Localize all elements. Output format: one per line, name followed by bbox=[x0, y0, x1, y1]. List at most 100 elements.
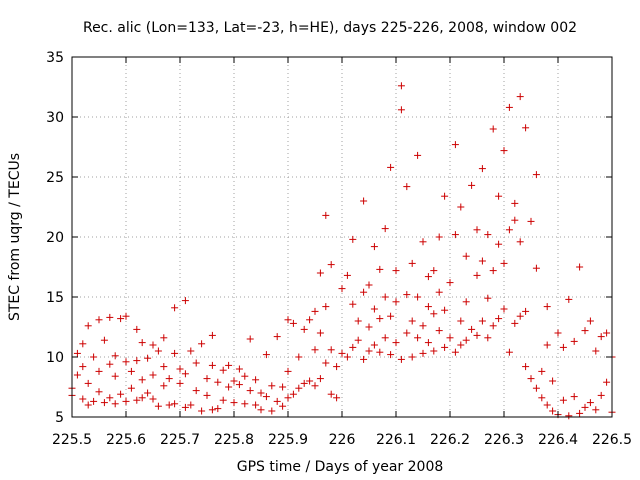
data-point bbox=[570, 337, 578, 345]
data-point bbox=[527, 217, 535, 225]
data-point bbox=[500, 305, 508, 313]
data-point bbox=[484, 334, 492, 342]
data-point bbox=[208, 406, 216, 414]
data-point bbox=[505, 348, 513, 356]
data-point bbox=[511, 216, 519, 224]
data-point bbox=[322, 211, 330, 219]
data-point bbox=[581, 403, 589, 411]
data-point bbox=[376, 315, 384, 323]
data-point bbox=[95, 388, 103, 396]
data-point bbox=[489, 322, 497, 330]
data-point bbox=[279, 402, 287, 410]
data-point bbox=[387, 312, 395, 320]
data-point bbox=[408, 259, 416, 267]
data-point bbox=[111, 372, 119, 380]
data-point bbox=[414, 151, 422, 159]
data-point bbox=[522, 124, 530, 132]
data-point bbox=[90, 397, 98, 405]
y-tick-label: 5 bbox=[55, 410, 64, 426]
data-point bbox=[381, 334, 389, 342]
data-point bbox=[484, 294, 492, 302]
data-point bbox=[576, 409, 584, 417]
data-point bbox=[230, 399, 238, 407]
data-point bbox=[160, 334, 168, 342]
data-point bbox=[306, 377, 314, 385]
data-point bbox=[149, 341, 157, 349]
data-point bbox=[392, 267, 400, 275]
x-tick-label: 225.8 bbox=[214, 432, 254, 448]
data-point bbox=[289, 390, 297, 398]
data-point bbox=[154, 347, 162, 355]
data-point bbox=[403, 183, 411, 191]
y-axis-label: STEC from uqrg / TECUs bbox=[7, 153, 23, 321]
data-point bbox=[473, 271, 481, 279]
data-point bbox=[419, 322, 427, 330]
data-point bbox=[306, 316, 314, 324]
data-point bbox=[187, 401, 195, 409]
data-point bbox=[365, 323, 373, 331]
data-point bbox=[430, 347, 438, 355]
data-point bbox=[230, 377, 238, 385]
y-tick-label: 10 bbox=[46, 350, 64, 366]
y-tick-label: 15 bbox=[46, 290, 64, 306]
data-point bbox=[354, 336, 362, 344]
data-point bbox=[311, 382, 319, 390]
data-point bbox=[495, 315, 503, 323]
data-point bbox=[430, 310, 438, 318]
data-point bbox=[138, 394, 146, 402]
data-point bbox=[516, 93, 524, 101]
data-point bbox=[424, 273, 432, 281]
data-point bbox=[144, 354, 152, 362]
data-point bbox=[181, 297, 189, 305]
data-point bbox=[370, 243, 378, 251]
x-tick-label: 225.7 bbox=[160, 432, 200, 448]
data-point bbox=[176, 365, 184, 373]
y-tick-label: 25 bbox=[46, 170, 64, 186]
data-point bbox=[365, 281, 373, 289]
data-point bbox=[84, 401, 92, 409]
data-point bbox=[241, 400, 249, 408]
x-axis-label: GPS time / Days of year 2008 bbox=[237, 459, 444, 475]
chart-title: Rec. alic (Lon=133, Lat=-23, h=HE), days… bbox=[83, 20, 577, 36]
data-point bbox=[527, 375, 535, 383]
data-point bbox=[149, 371, 157, 379]
data-point bbox=[154, 402, 162, 410]
data-point bbox=[424, 339, 432, 347]
data-point bbox=[597, 333, 605, 341]
data-point bbox=[549, 377, 557, 385]
data-point bbox=[79, 363, 87, 371]
data-point bbox=[365, 347, 373, 355]
data-point bbox=[522, 307, 530, 315]
data-point bbox=[160, 363, 168, 371]
data-point bbox=[349, 343, 357, 351]
data-point bbox=[333, 363, 341, 371]
data-point bbox=[111, 400, 119, 408]
data-point bbox=[559, 343, 567, 351]
data-point bbox=[138, 376, 146, 384]
data-point bbox=[279, 383, 287, 391]
data-point bbox=[117, 315, 125, 323]
data-point bbox=[149, 395, 157, 403]
data-point bbox=[586, 317, 594, 325]
grid-lines bbox=[72, 57, 612, 417]
data-point bbox=[127, 384, 135, 392]
x-axis-ticks: 225.5 225.6 225.7 225.8 225.9 226 226.1 226.2 22… bbox=[52, 57, 632, 448]
data-point bbox=[257, 406, 265, 414]
data-point bbox=[462, 336, 470, 344]
data-point bbox=[360, 355, 368, 363]
data-point bbox=[117, 390, 125, 398]
data-point bbox=[478, 165, 486, 173]
data-point bbox=[511, 199, 519, 207]
data-point bbox=[473, 226, 481, 234]
data-point bbox=[370, 305, 378, 313]
data-point bbox=[543, 303, 551, 311]
data-point bbox=[138, 339, 146, 347]
data-point bbox=[446, 279, 454, 287]
data-point bbox=[171, 349, 179, 357]
data-point bbox=[343, 271, 351, 279]
data-point bbox=[451, 141, 459, 149]
data-point bbox=[430, 267, 438, 275]
x-tick-label: 226.4 bbox=[538, 432, 578, 448]
data-point bbox=[192, 359, 200, 367]
data-point bbox=[516, 238, 524, 246]
